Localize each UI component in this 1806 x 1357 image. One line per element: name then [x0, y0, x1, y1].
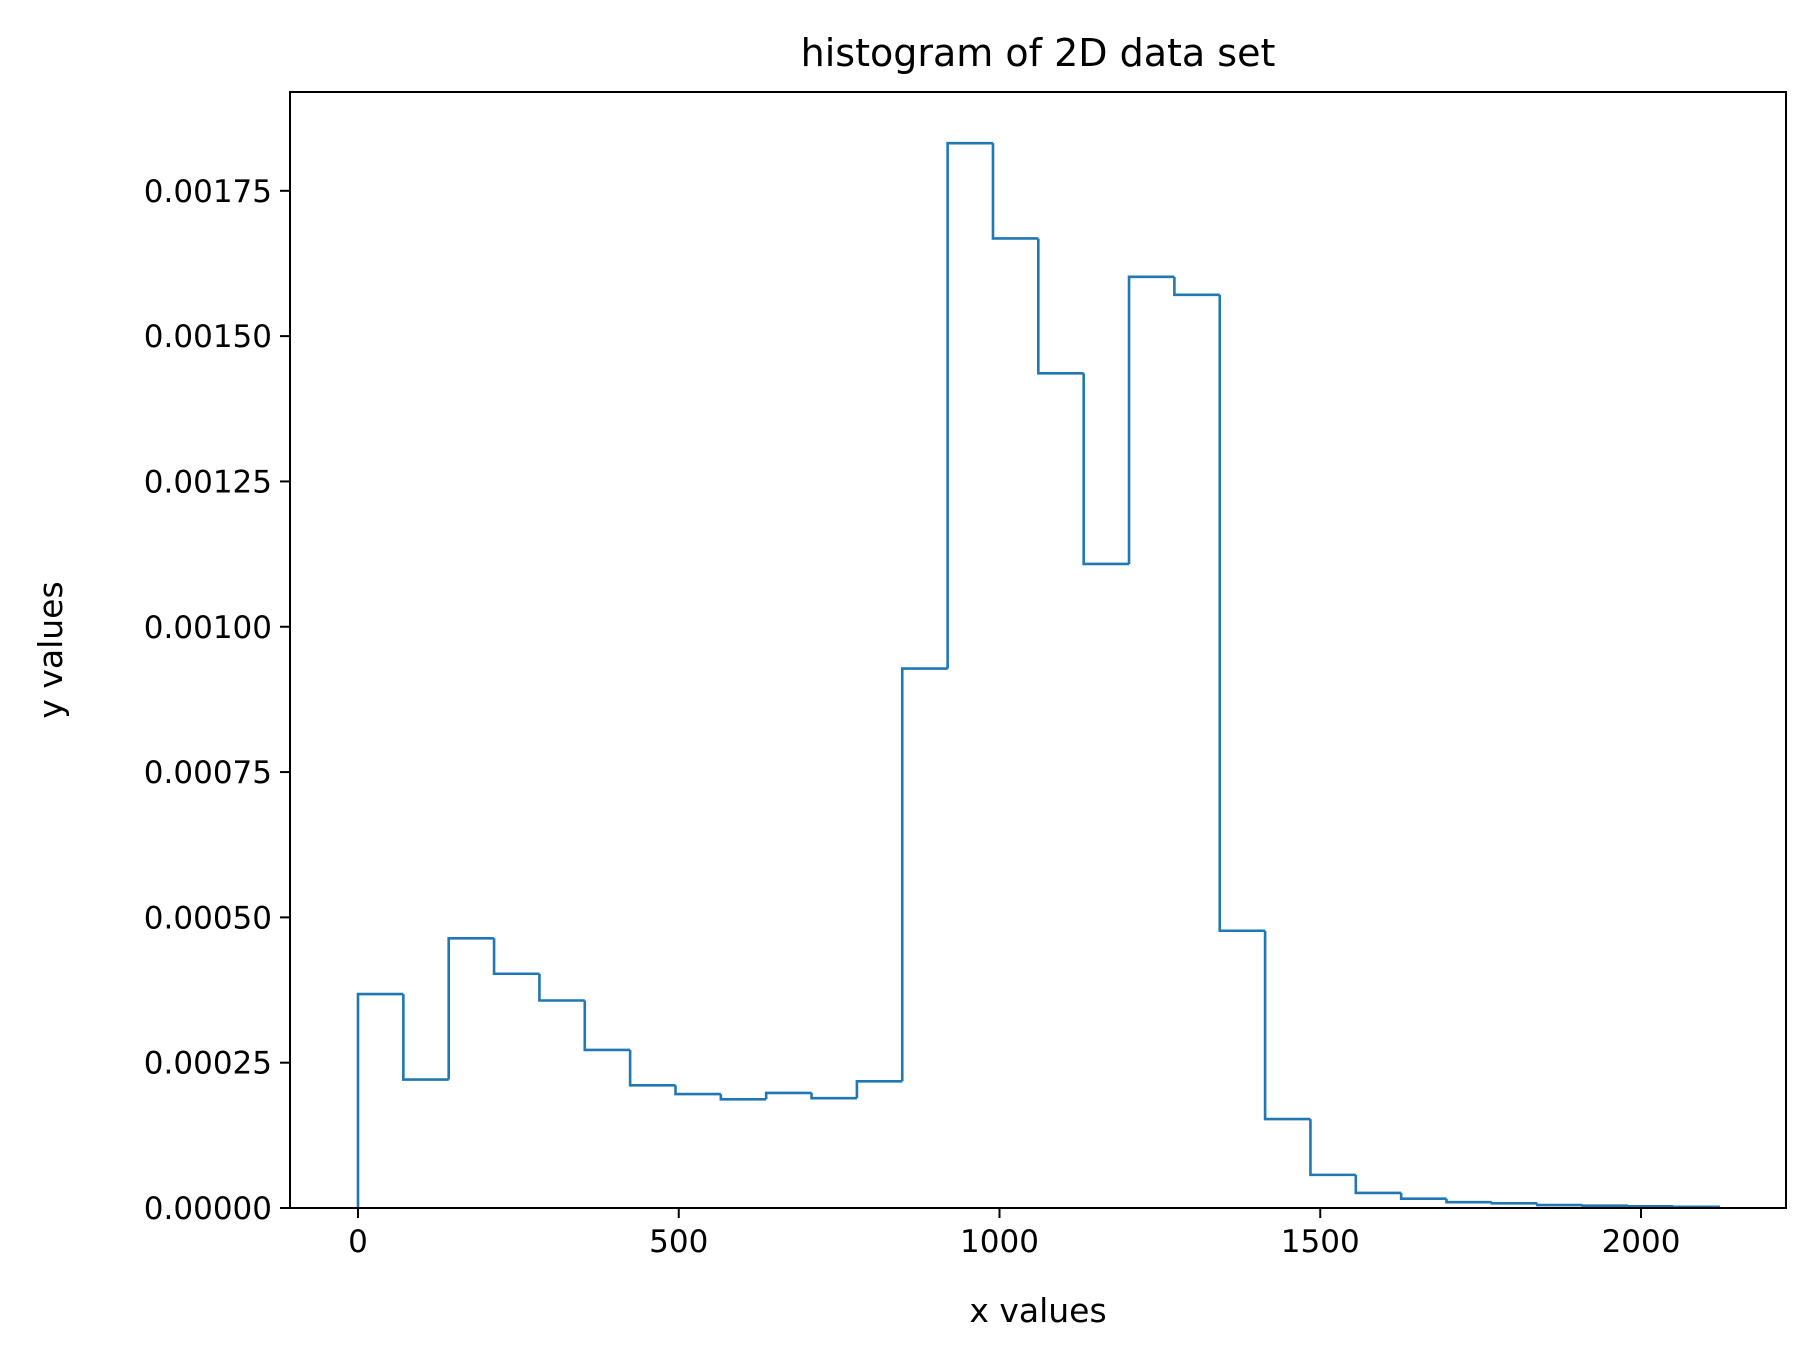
x-tick-label: 0	[348, 1224, 368, 1260]
histogram-bin	[356, 992, 404, 1208]
histogram-bin	[492, 938, 540, 976]
histogram-bin	[628, 1049, 676, 1087]
histogram-bin	[764, 1091, 812, 1100]
x-tick-label: 500	[649, 1224, 708, 1260]
y-tick-label: 0.00075	[144, 755, 272, 791]
histogram-bin	[855, 1079, 903, 1099]
y-tick-label: 0.00125	[144, 464, 272, 500]
plot-frame	[289, 91, 1787, 1209]
histogram-bin	[1399, 1192, 1447, 1200]
histogram-bin	[1127, 275, 1175, 564]
y-tick-label: 0.00050	[144, 900, 272, 936]
x-axis-ticks: 0 500 1000 1500 2000	[348, 1208, 1680, 1260]
histogram-bin	[402, 994, 449, 1081]
histogram-bin	[1581, 1204, 1628, 1207]
histogram-bin	[946, 141, 993, 669]
histogram-bin	[719, 1094, 767, 1101]
histogram-bin	[583, 1000, 631, 1052]
y-tick-label: 0.00025	[144, 1046, 272, 1082]
histogram-bin	[1445, 1198, 1492, 1204]
x-axis-label: x values	[969, 1291, 1106, 1330]
y-tick-label: 0.00000	[144, 1191, 272, 1227]
histogram-bin	[1354, 1174, 1402, 1195]
y-tick-label: 0.00175	[144, 174, 272, 210]
histogram-steps	[356, 141, 1720, 1209]
histogram-bin	[1309, 1119, 1356, 1177]
histogram-bin	[810, 1092, 857, 1100]
histogram-bin	[1490, 1202, 1538, 1205]
histogram-bin	[538, 973, 585, 1002]
histogram-bin	[900, 667, 948, 1082]
histogram-bin	[1037, 238, 1084, 375]
histogram-bin	[1082, 373, 1130, 566]
x-tick-label: 2000	[1602, 1224, 1681, 1260]
chart-title: histogram of 2D data set	[801, 31, 1276, 75]
histogram-bin	[674, 1085, 721, 1096]
x-tick-label: 1500	[1281, 1224, 1360, 1260]
histogram-bin	[1263, 930, 1311, 1121]
histogram-bin	[1626, 1204, 1674, 1208]
histogram-bin	[447, 937, 495, 1080]
x-tick-label: 1000	[960, 1224, 1039, 1260]
y-tick-label: 0.00100	[144, 610, 272, 646]
histogram-bin	[991, 143, 1039, 240]
histogram-bin	[1218, 294, 1266, 933]
y-axis-label: y values	[31, 581, 70, 718]
y-tick-label: 0.00150	[144, 319, 272, 355]
y-axis-ticks: 0.00000 0.00025 0.00050 0.00075 0.00100 0.001…	[144, 174, 290, 1227]
histogram-bin	[1173, 276, 1220, 297]
histogram-bin	[1535, 1203, 1583, 1207]
